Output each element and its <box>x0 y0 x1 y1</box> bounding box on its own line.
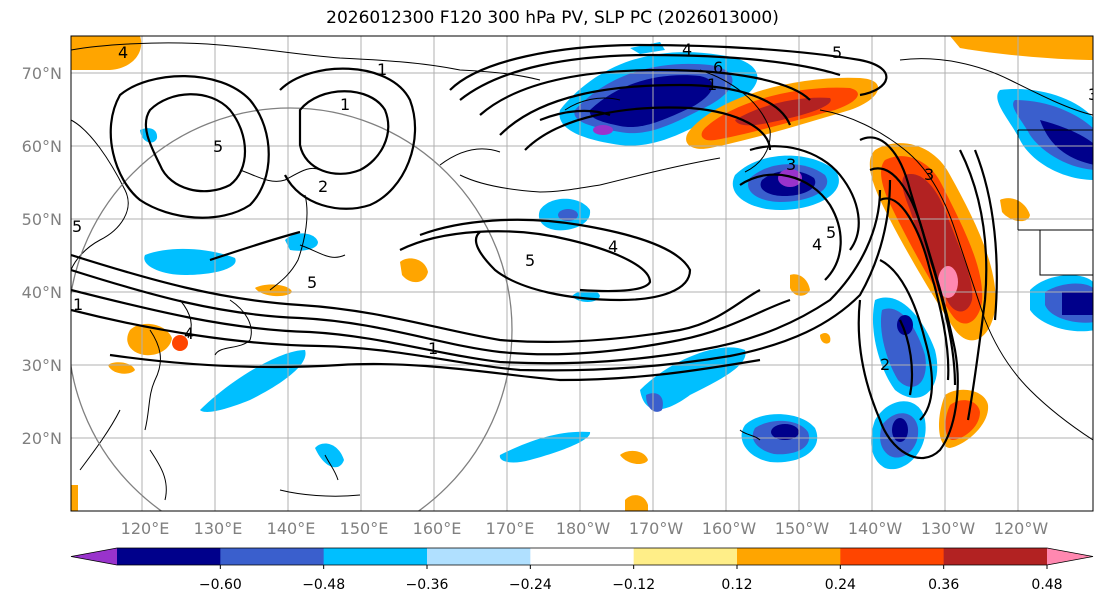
range-circle <box>71 107 513 511</box>
lon-label: 180°W <box>556 519 611 538</box>
colorbar-segment <box>840 548 945 565</box>
colorbar-tick-label: 0.12 <box>721 577 752 593</box>
slp-contours <box>71 43 998 460</box>
colorbar-segment <box>943 548 1048 565</box>
contour-label: 5 <box>826 223 836 242</box>
lon-label: 140°W <box>848 519 903 538</box>
contour-label: 6 <box>713 58 723 77</box>
colorbar-segment <box>530 548 635 565</box>
lat-label: 60°N <box>22 137 62 156</box>
contour-label: 3 <box>1088 85 1098 104</box>
grid-lines <box>71 36 1093 511</box>
contour-label: 4 <box>682 40 692 59</box>
contour-label: 5 <box>72 217 82 236</box>
colorbar-tick-label: −0.24 <box>509 577 552 593</box>
lon-label: 120°E <box>121 519 170 538</box>
contour-label: 1 <box>707 75 717 94</box>
colorbar-segment <box>220 548 325 565</box>
colorbar-segment <box>633 548 738 565</box>
lat-label: 20°N <box>22 429 62 448</box>
contour-label: 4 <box>608 237 618 256</box>
lon-label: 130°E <box>194 519 243 538</box>
lon-label: 130°W <box>921 519 976 538</box>
contour-label: 5 <box>213 137 223 156</box>
contour-labels: 4 1 1 5 2 5 1 5 4 1 5 4 4 5 6 1 3 5 4 2 … <box>72 40 1098 374</box>
lon-label: 170°E <box>486 519 535 538</box>
contour-label: 2 <box>318 177 328 196</box>
lat-label: 30°N <box>22 356 62 375</box>
pv-negative-anomalies <box>140 42 1093 470</box>
latitude-labels: 70°N 60°N 50°N 40°N 30°N 20°N <box>22 64 62 448</box>
colorbar-segment <box>117 548 221 565</box>
contour-label: 4 <box>812 235 822 254</box>
colorbar-segment <box>323 548 428 565</box>
contour-label: 1 <box>377 60 387 79</box>
lon-label: 140°E <box>267 519 316 538</box>
colorbar-tick-label: −0.60 <box>199 577 242 593</box>
lat-label: 40°N <box>22 283 62 302</box>
colorbar-tick-label: −0.48 <box>302 577 345 593</box>
colorbar-segment <box>427 548 531 565</box>
colorbar: −0.60 −0.48 −0.36 −0.24 −0.12 0.12 0.24 0.36 0.4… <box>70 547 1094 593</box>
map-title: 2026012300 F120 300 hPa PV, SLP PC (2026… <box>326 8 779 28</box>
lon-label: 160°W <box>702 519 757 538</box>
colorbar-tick-label: 0.24 <box>825 577 856 593</box>
lon-label: 170°W <box>629 519 684 538</box>
contour-label: 1 <box>428 339 438 358</box>
lon-label: 160°E <box>413 519 462 538</box>
colorbar-segments <box>70 547 1094 566</box>
coastlines <box>71 42 1093 501</box>
map-frame <box>70 35 1094 512</box>
contour-label: 3 <box>924 165 934 184</box>
map-plot-area: 4 1 1 5 2 5 1 5 4 1 5 4 4 5 6 1 3 5 4 2 … <box>71 36 1098 511</box>
colorbar-tick-label: 0.36 <box>928 577 959 593</box>
colorbar-extend-min <box>71 548 117 565</box>
lon-label: 120°W <box>994 519 1049 538</box>
contour-label: 2 <box>880 355 890 374</box>
lat-label: 70°N <box>22 64 62 83</box>
lat-label: 50°N <box>22 210 62 229</box>
contour-label: 4 <box>184 324 194 343</box>
contour-label: 1 <box>73 295 83 314</box>
contour-label: 4 <box>118 43 128 62</box>
colorbar-segment <box>737 548 841 565</box>
contour-label: 1 <box>340 95 350 114</box>
contour-label: 5 <box>525 251 535 270</box>
contour-label: 3 <box>786 155 796 174</box>
colorbar-tick-label: −0.12 <box>612 577 655 593</box>
contour-label: 5 <box>307 273 317 292</box>
longitude-labels: 120°E 130°E 140°E 150°E 160°E 170°E 180°… <box>121 519 1049 538</box>
colorbar-tick-label: −0.36 <box>406 577 449 593</box>
colorbar-ticks: −0.60 −0.48 −0.36 −0.24 −0.12 0.12 0.24 0.36 0.4… <box>199 565 1063 593</box>
colorbar-tick-label: 0.48 <box>1031 577 1062 593</box>
lon-label: 150°W <box>775 519 830 538</box>
colorbar-extend-max <box>1047 548 1093 565</box>
lon-label: 150°E <box>340 519 389 538</box>
contour-label: 5 <box>832 43 842 62</box>
